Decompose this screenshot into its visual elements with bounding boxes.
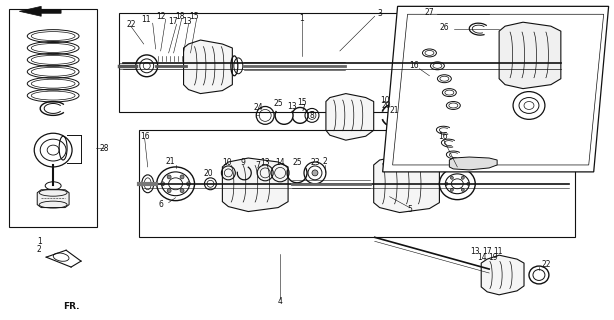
Text: 27: 27: [425, 8, 434, 17]
Text: 8: 8: [309, 111, 314, 120]
Bar: [9, 9, 97, 228]
Circle shape: [161, 182, 165, 186]
Text: 16: 16: [438, 132, 448, 141]
Polygon shape: [222, 158, 288, 212]
Text: 16: 16: [410, 61, 419, 70]
Polygon shape: [449, 157, 497, 170]
Text: 1: 1: [37, 237, 42, 246]
Polygon shape: [37, 190, 69, 208]
Circle shape: [461, 176, 464, 179]
Polygon shape: [374, 156, 440, 212]
Text: 11: 11: [494, 247, 503, 256]
Text: 9: 9: [241, 158, 246, 167]
Circle shape: [450, 188, 453, 191]
Circle shape: [433, 84, 436, 88]
Circle shape: [461, 188, 464, 191]
Text: 3: 3: [377, 9, 382, 18]
Polygon shape: [184, 40, 232, 93]
Text: 15: 15: [297, 98, 307, 107]
Circle shape: [450, 176, 453, 179]
Text: 21: 21: [390, 106, 399, 115]
Text: 7: 7: [256, 162, 261, 171]
Text: 13: 13: [260, 158, 270, 167]
Text: 7: 7: [301, 104, 305, 113]
Text: 24: 24: [254, 103, 263, 112]
Circle shape: [438, 79, 441, 83]
Text: 21: 21: [166, 157, 176, 166]
Circle shape: [433, 74, 436, 77]
Ellipse shape: [312, 170, 318, 176]
Text: 17: 17: [483, 247, 492, 256]
Circle shape: [187, 182, 190, 186]
Circle shape: [418, 79, 421, 83]
Circle shape: [180, 175, 184, 179]
Text: 26: 26: [440, 23, 449, 32]
Polygon shape: [383, 6, 608, 172]
Polygon shape: [326, 93, 374, 140]
Text: 19: 19: [488, 253, 498, 262]
Text: 16: 16: [140, 132, 150, 141]
Circle shape: [167, 189, 171, 193]
Text: 11: 11: [141, 15, 150, 24]
Text: 14: 14: [275, 158, 285, 167]
Text: 13: 13: [287, 102, 297, 111]
Text: 13: 13: [182, 17, 192, 26]
Bar: [139, 130, 575, 237]
Circle shape: [180, 189, 184, 193]
Text: 25: 25: [292, 158, 302, 167]
Text: 28: 28: [99, 144, 109, 153]
Bar: [119, 13, 565, 112]
Text: FR.: FR.: [63, 302, 79, 311]
Circle shape: [167, 175, 171, 179]
Text: 4: 4: [278, 297, 282, 306]
Text: 23: 23: [310, 158, 320, 167]
Text: 2: 2: [37, 245, 42, 254]
Circle shape: [467, 182, 470, 185]
Text: 10: 10: [222, 158, 232, 167]
Polygon shape: [481, 255, 524, 295]
Text: 15: 15: [190, 12, 200, 21]
Text: 14: 14: [478, 253, 487, 262]
Text: 5: 5: [407, 205, 412, 214]
Text: 13: 13: [470, 247, 480, 256]
Circle shape: [422, 84, 426, 88]
Polygon shape: [499, 22, 561, 89]
Circle shape: [422, 74, 426, 77]
Text: 22: 22: [126, 20, 136, 29]
Text: 6: 6: [158, 200, 163, 209]
Text: 2: 2: [322, 157, 327, 166]
Text: 20: 20: [382, 101, 392, 110]
Text: 1: 1: [300, 14, 305, 23]
Text: 25: 25: [273, 99, 283, 108]
Text: 12: 12: [156, 12, 165, 21]
Polygon shape: [19, 6, 61, 16]
Circle shape: [445, 182, 448, 185]
Text: 10: 10: [380, 96, 389, 105]
Text: 17: 17: [168, 17, 177, 26]
Text: 18: 18: [175, 12, 184, 21]
Text: 22: 22: [541, 260, 551, 268]
Text: 20: 20: [204, 169, 213, 178]
